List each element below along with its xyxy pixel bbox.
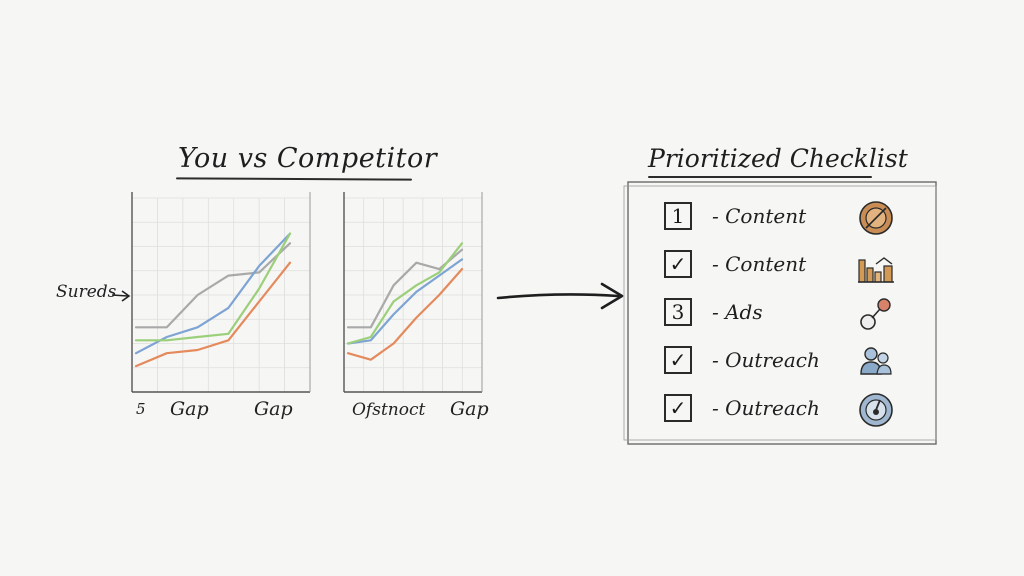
checklist-item-label: - Content bbox=[712, 204, 807, 228]
x-label-5: Gap bbox=[450, 398, 489, 420]
link-icon bbox=[860, 298, 891, 330]
comparison-title: You vs Competitor bbox=[178, 143, 438, 174]
checklist-item[interactable]: ✓ - Outreach bbox=[664, 344, 924, 380]
flow-arrow-head bbox=[600, 282, 624, 310]
y-axis-label: Sureds bbox=[56, 282, 117, 302]
users-icon bbox=[860, 347, 892, 375]
right-chart-lines bbox=[346, 242, 464, 361]
checklist-frame-sketch bbox=[623, 185, 937, 441]
x-label-3: Gap bbox=[254, 398, 293, 420]
checkbox[interactable]: 1 bbox=[664, 202, 692, 230]
checklist: 1 - Content ✓ - Content 3 - Ads ✓ - Outr bbox=[628, 182, 936, 444]
checklist-item-label: - Content bbox=[712, 252, 807, 276]
series-line bbox=[346, 258, 464, 345]
target-icon bbox=[859, 201, 893, 235]
checklist-item[interactable]: ✓ - Outreach bbox=[664, 392, 924, 428]
checklist-item-label: - Ads bbox=[712, 300, 763, 324]
checklist-item[interactable]: 3 - Ads bbox=[664, 296, 924, 332]
series-line bbox=[134, 261, 292, 368]
left-chart-grid bbox=[131, 192, 311, 393]
flow-arrow bbox=[496, 293, 620, 300]
series-line bbox=[346, 242, 464, 345]
bar-chart-icon bbox=[858, 257, 894, 283]
x-label-2: Gap bbox=[170, 398, 209, 420]
checklist-item[interactable]: 1 - Content bbox=[664, 200, 924, 236]
checkbox[interactable]: ✓ bbox=[664, 250, 692, 278]
left-chart-lines bbox=[134, 232, 292, 368]
y-label-arrow-head bbox=[121, 290, 131, 302]
right-chart-grid bbox=[343, 192, 483, 393]
checkbox[interactable]: 3 bbox=[664, 298, 692, 326]
checkbox[interactable]: ✓ bbox=[664, 346, 692, 374]
gauge-icon bbox=[859, 393, 893, 427]
checklist-title-underline bbox=[648, 176, 872, 178]
checklist-item-label: - Outreach bbox=[712, 396, 820, 420]
series-line bbox=[346, 268, 464, 361]
checklist-item-label: - Outreach bbox=[712, 348, 820, 372]
x-label-1: 5 bbox=[136, 400, 146, 418]
checklist-title: Prioritized Checklist bbox=[648, 144, 908, 173]
checkbox[interactable]: ✓ bbox=[664, 394, 692, 422]
series-line bbox=[134, 232, 292, 342]
x-label-4: Ofstnoct bbox=[352, 400, 426, 420]
checklist-item[interactable]: ✓ - Content bbox=[664, 248, 924, 284]
y-label-arrow bbox=[111, 294, 129, 297]
series-line bbox=[134, 242, 292, 329]
